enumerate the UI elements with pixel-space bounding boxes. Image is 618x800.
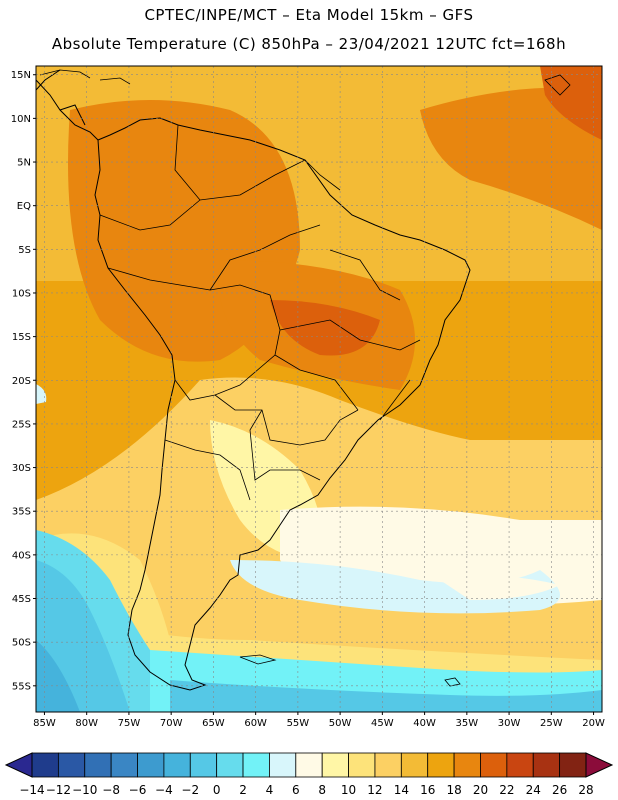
lon-tick-label: 85W xyxy=(33,718,56,729)
colorbar-swatch xyxy=(189,752,218,778)
colorbar-label: 26 xyxy=(552,783,567,797)
colorbar-swatch xyxy=(57,752,86,778)
colorbar-swatch xyxy=(374,752,402,778)
colorbar-swatch xyxy=(163,752,191,778)
lon-tick-label: 20W xyxy=(582,718,605,729)
colorbar-label: 14 xyxy=(394,783,409,797)
colorbar-label: 28 xyxy=(578,783,593,797)
colorbar-swatch xyxy=(295,752,323,778)
coastline-south-america xyxy=(94,117,471,691)
colorbar-swatch xyxy=(84,752,112,778)
lon-tick-label: 70W xyxy=(160,718,183,729)
colorbar-label: −6 xyxy=(129,783,147,797)
lat-tick-label: 15N xyxy=(11,70,31,81)
lon-tick-label: 65W xyxy=(202,718,225,729)
field-cold-tongue xyxy=(230,560,560,614)
colorbar-swatch xyxy=(137,752,165,778)
colorbar-label: 0 xyxy=(213,783,221,797)
field-hot-northeast xyxy=(540,66,602,140)
lon-tick-label: 40W xyxy=(413,718,436,729)
temperature-field xyxy=(36,66,602,712)
field-coldest-southwest xyxy=(36,640,80,712)
colorbar-label: −4 xyxy=(155,783,173,797)
gridlines xyxy=(36,66,602,712)
lat-tick-label: 35S xyxy=(12,507,31,518)
chart-title: CPTEC/INPE/MCT – Eta Model 15km – GFS xyxy=(144,6,474,24)
field-cool-patch xyxy=(440,576,560,600)
colorbar-swatch xyxy=(321,752,349,778)
lon-tick-label: 80W xyxy=(75,718,98,729)
colorbar-swatch xyxy=(559,752,587,778)
colorbar-swatch xyxy=(269,752,297,778)
lat-tick-label: 45S xyxy=(12,594,31,605)
colorbar-label: 2 xyxy=(239,783,247,797)
colorbar-swatch xyxy=(532,752,561,778)
colorbar-label: 10 xyxy=(341,783,356,797)
colorbar-label: 22 xyxy=(499,783,514,797)
colorbar-label: 24 xyxy=(526,783,541,797)
colorbar-labels: −14 −12 −10 −8 −6 −4 −2 0 2 4 6 8 10 12 14 16 18 20 22 24 26… xyxy=(19,783,593,797)
colorbar-swatch xyxy=(480,752,508,778)
colorbar-label: 6 xyxy=(292,783,300,797)
lon-tick-label: 45W xyxy=(371,718,394,729)
islands xyxy=(39,69,571,687)
lon-tick-label: 50W xyxy=(329,718,352,729)
colorbar-high-arrow xyxy=(585,752,614,778)
plot-frame xyxy=(35,65,603,713)
colorbar-label: 12 xyxy=(367,783,382,797)
lon-tick-label: 55W xyxy=(287,718,310,729)
colorbar-label: 8 xyxy=(318,783,326,797)
lon-tick-label: 35W xyxy=(456,718,479,729)
country-borders xyxy=(99,124,421,501)
colorbar-swatch xyxy=(348,752,376,778)
lat-tick-label: 5S xyxy=(18,245,31,256)
field-warm-atlantic xyxy=(420,87,602,230)
colorbar-swatch xyxy=(242,752,270,778)
colorbar: −14 −12 −10 −8 −6 −4 −2 0 2 4 6 8 10 12 14 16 18 20 22 24 26… xyxy=(4,752,614,797)
colorbar-swatches xyxy=(31,752,587,778)
lon-tick-label: 30W xyxy=(498,718,521,729)
longitude-axis: 85W 80W 75W 70W 65W 60W 55W 50W 45W 40W 35W 30W 25W 2… xyxy=(33,712,605,729)
field-cold-spot-pacific xyxy=(36,384,47,404)
field-colder-south xyxy=(170,680,602,712)
lat-tick-label: 25S xyxy=(12,419,31,430)
field-hot-central-brazil xyxy=(270,300,380,356)
lat-tick-label: 50S xyxy=(12,638,31,649)
colorbar-swatch xyxy=(427,752,455,778)
lat-tick-label: 40S xyxy=(12,550,31,561)
lat-tick-label: 5N xyxy=(17,158,31,169)
lon-tick-label: 75W xyxy=(118,718,141,729)
lat-tick-label: 30S xyxy=(12,463,31,474)
colorbar-label: 18 xyxy=(446,783,461,797)
colorbar-label: −8 xyxy=(102,783,120,797)
lat-tick-label: 15S xyxy=(12,332,31,343)
lon-tick-label: 25W xyxy=(540,718,563,729)
colorbar-swatch xyxy=(216,752,244,778)
lat-tick-label: EQ xyxy=(17,201,31,212)
lat-tick-label: 10N xyxy=(11,114,31,125)
colorbar-swatch xyxy=(400,752,429,778)
colorbar-swatch xyxy=(110,752,138,778)
colorbar-swatch xyxy=(31,752,59,778)
colorbar-low-arrow xyxy=(4,752,33,778)
temperature-map: 15N 10N 5N EQ 5S 10S 15S 20S 25S 30S 35S 40S 45S 50S 5… xyxy=(11,65,605,729)
lat-tick-label: 10S xyxy=(12,288,31,299)
colorbar-label: 4 xyxy=(266,783,274,797)
chart-subtitle: Absolute Temperature (C) 850hPa – 23/04/… xyxy=(51,35,567,53)
colorbar-swatch xyxy=(453,752,481,778)
colorbar-swatch xyxy=(506,752,534,778)
colorbar-label: −12 xyxy=(46,783,71,797)
lat-tick-label: 55S xyxy=(12,681,31,692)
colorbar-label: −10 xyxy=(72,783,97,797)
colorbar-label: 20 xyxy=(473,783,488,797)
lat-tick-label: 20S xyxy=(12,376,31,387)
colorbar-label: −14 xyxy=(19,783,44,797)
colorbar-label: −2 xyxy=(181,783,199,797)
colorbar-label: 16 xyxy=(420,783,435,797)
latitude-axis: 15N 10N 5N EQ 5S 10S 15S 20S 25S 30S 35S 40S 45S 50S 5… xyxy=(11,70,36,692)
lon-tick-label: 60W xyxy=(244,718,267,729)
